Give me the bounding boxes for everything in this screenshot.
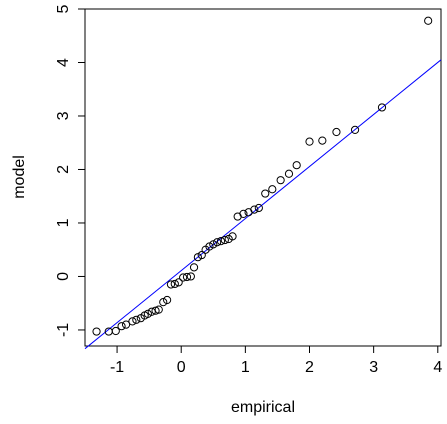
y-axis: -1 0 1 2 3 4 5 — [55, 4, 85, 337]
data-point — [193, 253, 202, 262]
y-tick-label: 0 — [55, 272, 72, 281]
data-point — [179, 273, 188, 282]
data-point — [159, 298, 168, 307]
y-tick-label: 2 — [55, 165, 72, 174]
data-point — [305, 137, 314, 146]
data-point — [163, 295, 172, 305]
data-point — [292, 161, 301, 170]
y-tick-label: 3 — [55, 111, 72, 120]
data-point — [186, 272, 195, 281]
y-tick-label: 5 — [55, 4, 72, 13]
x-tick-label: -1 — [110, 359, 124, 376]
x-tick-label: 0 — [177, 359, 186, 376]
reference-line — [84, 59, 442, 350]
data-point — [92, 327, 101, 336]
data-point — [174, 278, 183, 287]
data-point — [213, 238, 222, 247]
data-point — [350, 125, 360, 134]
data-point — [117, 322, 126, 331]
y-axis-title: model — [11, 155, 28, 199]
data-point — [189, 263, 199, 272]
data-point — [166, 280, 176, 289]
data-point — [182, 272, 192, 282]
data-point — [228, 232, 237, 241]
x-axis-title: empirical — [231, 399, 295, 416]
data-point — [143, 309, 152, 319]
data-point — [254, 203, 263, 213]
data-point — [377, 103, 387, 112]
data-point — [268, 185, 277, 194]
data-point — [154, 305, 163, 314]
data-point — [424, 16, 433, 25]
plot-frame — [84, 8, 442, 347]
data-point — [121, 320, 131, 329]
data-point — [205, 242, 214, 251]
data-point — [132, 315, 141, 324]
data-point — [209, 240, 218, 249]
data-point — [111, 326, 120, 336]
reference-line-layer — [84, 59, 442, 350]
data-point — [220, 235, 229, 245]
data-point — [284, 169, 294, 178]
x-tick-label: 2 — [305, 359, 314, 376]
data-point — [197, 250, 206, 260]
x-tick-label: 3 — [369, 359, 378, 376]
data-point — [239, 209, 248, 218]
data-point — [261, 189, 270, 198]
data-points — [92, 16, 433, 336]
data-point — [170, 279, 179, 289]
x-tick-label: 4 — [433, 359, 442, 376]
x-tick-label: 1 — [241, 359, 250, 376]
x-axis: -1 0 1 2 3 4 — [110, 346, 442, 376]
data-point — [250, 205, 259, 214]
y-tick-label: -1 — [55, 323, 72, 337]
data-point — [128, 317, 137, 326]
data-point — [318, 136, 327, 145]
y-tick-label: 1 — [55, 218, 72, 227]
data-point — [276, 176, 285, 185]
data-point — [216, 237, 226, 246]
y-tick-label: 4 — [55, 58, 72, 67]
data-point — [332, 127, 341, 137]
